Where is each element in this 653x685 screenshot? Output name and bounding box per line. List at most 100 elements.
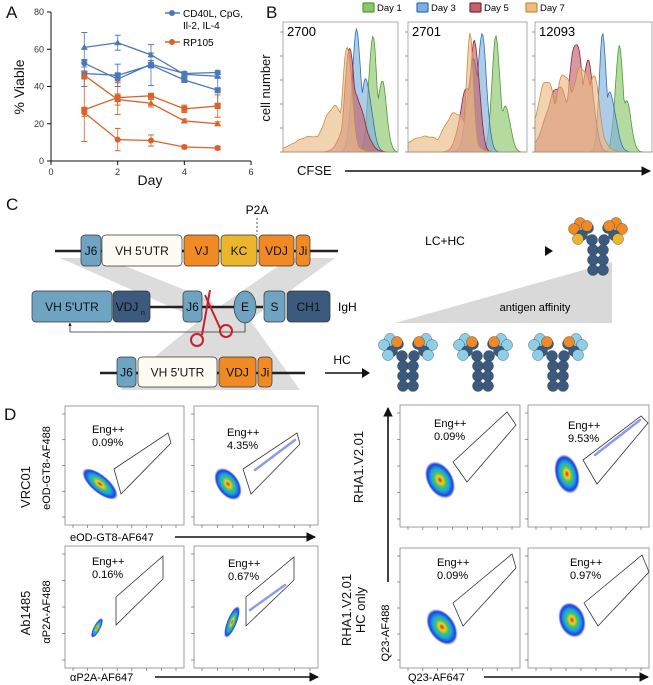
antibody-domain <box>532 349 544 361</box>
affinity-label: antigen affinity <box>500 302 571 314</box>
antibody-domain <box>422 349 434 361</box>
row-label-vrc01: VRC01 <box>18 466 33 508</box>
gate-percentage: 0.97% <box>570 570 601 582</box>
hc-segment-0-box <box>116 356 137 388</box>
legend-label-orange: RP105 <box>183 38 214 49</box>
antibody-domain <box>563 336 575 348</box>
data-point <box>114 96 122 103</box>
scissors-handle <box>219 324 233 338</box>
antibody-domain <box>587 244 599 256</box>
gate <box>245 556 295 627</box>
antibody-domain <box>572 233 584 245</box>
data-point <box>114 72 121 79</box>
hc-segment-2-label: VDJ <box>226 366 249 380</box>
hc-segment-3-box <box>257 356 273 388</box>
antibody-domain <box>396 350 408 362</box>
x-tick-label: 0 <box>48 167 53 177</box>
gate-percentage: 0.09% <box>437 570 468 582</box>
locus-ch1: CH1 <box>286 290 331 323</box>
plot-frame <box>527 547 650 669</box>
antibody-domain <box>541 336 553 348</box>
y-tick-label: 20 <box>34 119 44 129</box>
gate-percentage: 0.09% <box>92 437 123 449</box>
legend-swatch <box>416 2 429 13</box>
hc-segment-0-label: J6 <box>120 366 133 380</box>
locus-vh-utr: VH 5'UTR <box>31 290 113 323</box>
hc-segment-2: VDJ <box>218 356 257 388</box>
antibody-hc-1 <box>378 333 438 392</box>
hc-segment-2-box <box>218 356 257 388</box>
antibody-domain <box>488 336 500 348</box>
antibody-domain <box>397 360 409 372</box>
segment-1-label: VH 5'UTR <box>115 244 169 258</box>
x-axis-label: eOD-GT8-AF647 <box>70 532 154 544</box>
data-point <box>148 62 154 69</box>
segment-1: VH 5'UTR <box>101 234 183 267</box>
legend-label-blue-2: Il-2, IL-4 <box>183 21 220 32</box>
positive-population <box>593 418 642 457</box>
segment-2-box <box>183 234 220 267</box>
antibody-domain <box>587 264 599 276</box>
gate-percentage: 0.67% <box>228 571 259 583</box>
y-tick-label: 0 <box>39 156 44 166</box>
antibody-domain <box>568 223 580 235</box>
x-axis-label: Day <box>138 172 163 188</box>
y-axis-label: Q23-AF488 <box>380 605 392 662</box>
antibody-domain <box>397 380 409 392</box>
antibody-domain <box>453 339 465 351</box>
antibody-domain <box>426 339 438 351</box>
row-label-rha1-hc: RHA1.V2.01 <box>339 574 354 646</box>
segment-4-label: VDJ <box>265 244 288 258</box>
segment-1-box <box>101 234 183 267</box>
locus-switch-box <box>263 290 286 323</box>
enhancer-feedback-arrow <box>68 322 246 333</box>
locus-vh-utr-box <box>31 290 113 323</box>
panel-label-d: D <box>4 405 16 424</box>
antibody-domain <box>407 380 419 392</box>
antibody-domain <box>497 349 509 361</box>
gate-label: Eng++ <box>434 418 466 430</box>
gate-label: Eng++ <box>92 556 124 568</box>
hc-segment-0: J6 <box>116 356 137 388</box>
antibody-domain <box>472 360 484 372</box>
antibody-domain <box>482 360 494 372</box>
data-point <box>81 109 88 116</box>
antibody-domain <box>378 339 390 351</box>
antibody-domain <box>557 380 569 392</box>
legend-label: Day 3 <box>431 3 456 14</box>
gate-percentage: 4.35% <box>227 440 258 452</box>
locus-vdj-subscript: n <box>141 310 145 317</box>
antibody-domain <box>407 360 419 372</box>
gate <box>452 411 517 483</box>
antibody-domain <box>603 220 615 232</box>
hc-segment-1-box <box>137 356 218 388</box>
positive-population <box>248 583 287 612</box>
antibody-domain <box>547 380 559 392</box>
y-axis-label: cell number <box>258 54 273 122</box>
flow-plot-rha1-hc-1: Eng++0.09% <box>397 547 521 671</box>
cell-population-density <box>426 608 458 646</box>
cell-population-density <box>224 606 240 638</box>
segment-2-label: VJ <box>194 244 208 258</box>
antibody-domain <box>597 244 609 256</box>
locus-ch1-box <box>286 290 331 323</box>
gate-label: Eng++ <box>227 427 259 439</box>
segment-0-box <box>80 234 102 267</box>
antibody-domain <box>457 349 469 361</box>
gate <box>115 555 164 626</box>
plot-frame <box>399 404 521 528</box>
legend: CD40L, CpG, Il-2, IL-4 RP105 <box>165 9 243 49</box>
locus-vdj: VDJ n <box>112 290 151 323</box>
locus-j6: J6 <box>182 290 203 323</box>
row-label-rha1-hc-2: HC only <box>353 586 368 633</box>
segment-0: J6 <box>80 234 102 267</box>
segment-5-label: Ji <box>299 244 308 258</box>
segment-0-label: J6 <box>85 244 98 258</box>
panel-c: C antigen affinity J6 VH 5'UTR VJ KC VDJ Ji P2… <box>6 195 628 392</box>
antibody-domain <box>482 370 494 382</box>
data-point <box>148 92 154 99</box>
antibody-domain <box>472 370 484 382</box>
y-tick-label: 80 <box>34 7 44 17</box>
hc-segment-1: VH 5'UTR <box>137 356 218 388</box>
